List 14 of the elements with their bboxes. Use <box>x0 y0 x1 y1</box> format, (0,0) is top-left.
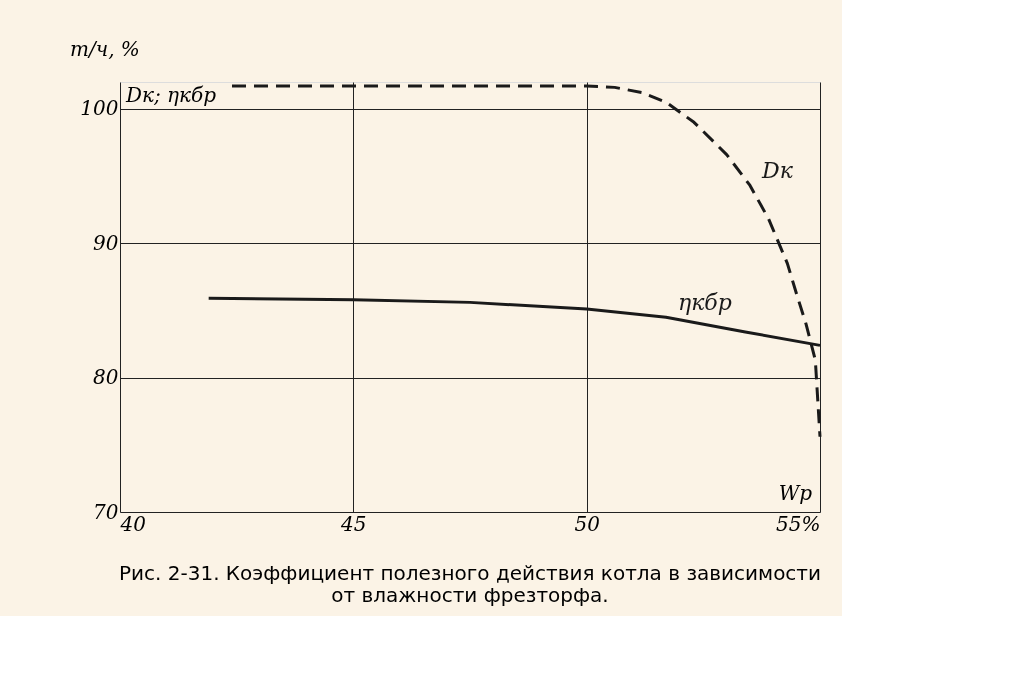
y-tick-label: 80 <box>93 365 119 390</box>
x-tick-label: 55% <box>776 511 821 536</box>
text: Рис. 2-31. Коэффициент полезного действия котла в зависимости от влажности фрезторфа. <box>118 561 822 607</box>
x-axis-title: Wр <box>778 481 813 505</box>
x-tick-label: 45 <box>340 511 367 536</box>
x-tick-label: 40 <box>119 511 147 536</box>
x-tick-label: 50 <box>574 511 601 536</box>
series-label: Dк <box>761 158 794 184</box>
y-tick-label: 90 <box>93 230 119 255</box>
y-tick-label: 70 <box>93 499 119 524</box>
y-tick-label: 100 <box>80 96 119 121</box>
annotation: Dк; ηкбр <box>125 83 217 107</box>
y-axis-title: т/ч, % <box>70 37 140 61</box>
series-label: ηкбр <box>678 290 732 316</box>
